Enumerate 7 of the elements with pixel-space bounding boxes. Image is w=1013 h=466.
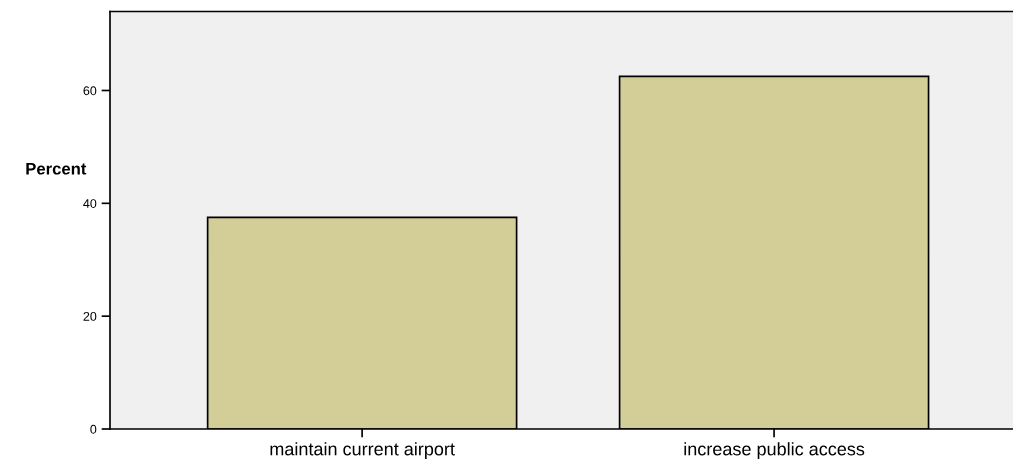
- y-tick-label: 60: [83, 86, 97, 96]
- y-tick-label: 40: [83, 199, 97, 208]
- y-tick-label: 0: [90, 424, 97, 434]
- x-tick-label: increase public access: [684, 442, 865, 460]
- x-tick-label: maintain current airport: [270, 442, 455, 460]
- y-tick-label: 20: [83, 311, 97, 321]
- y-axis-title: Percent: [26, 162, 87, 175]
